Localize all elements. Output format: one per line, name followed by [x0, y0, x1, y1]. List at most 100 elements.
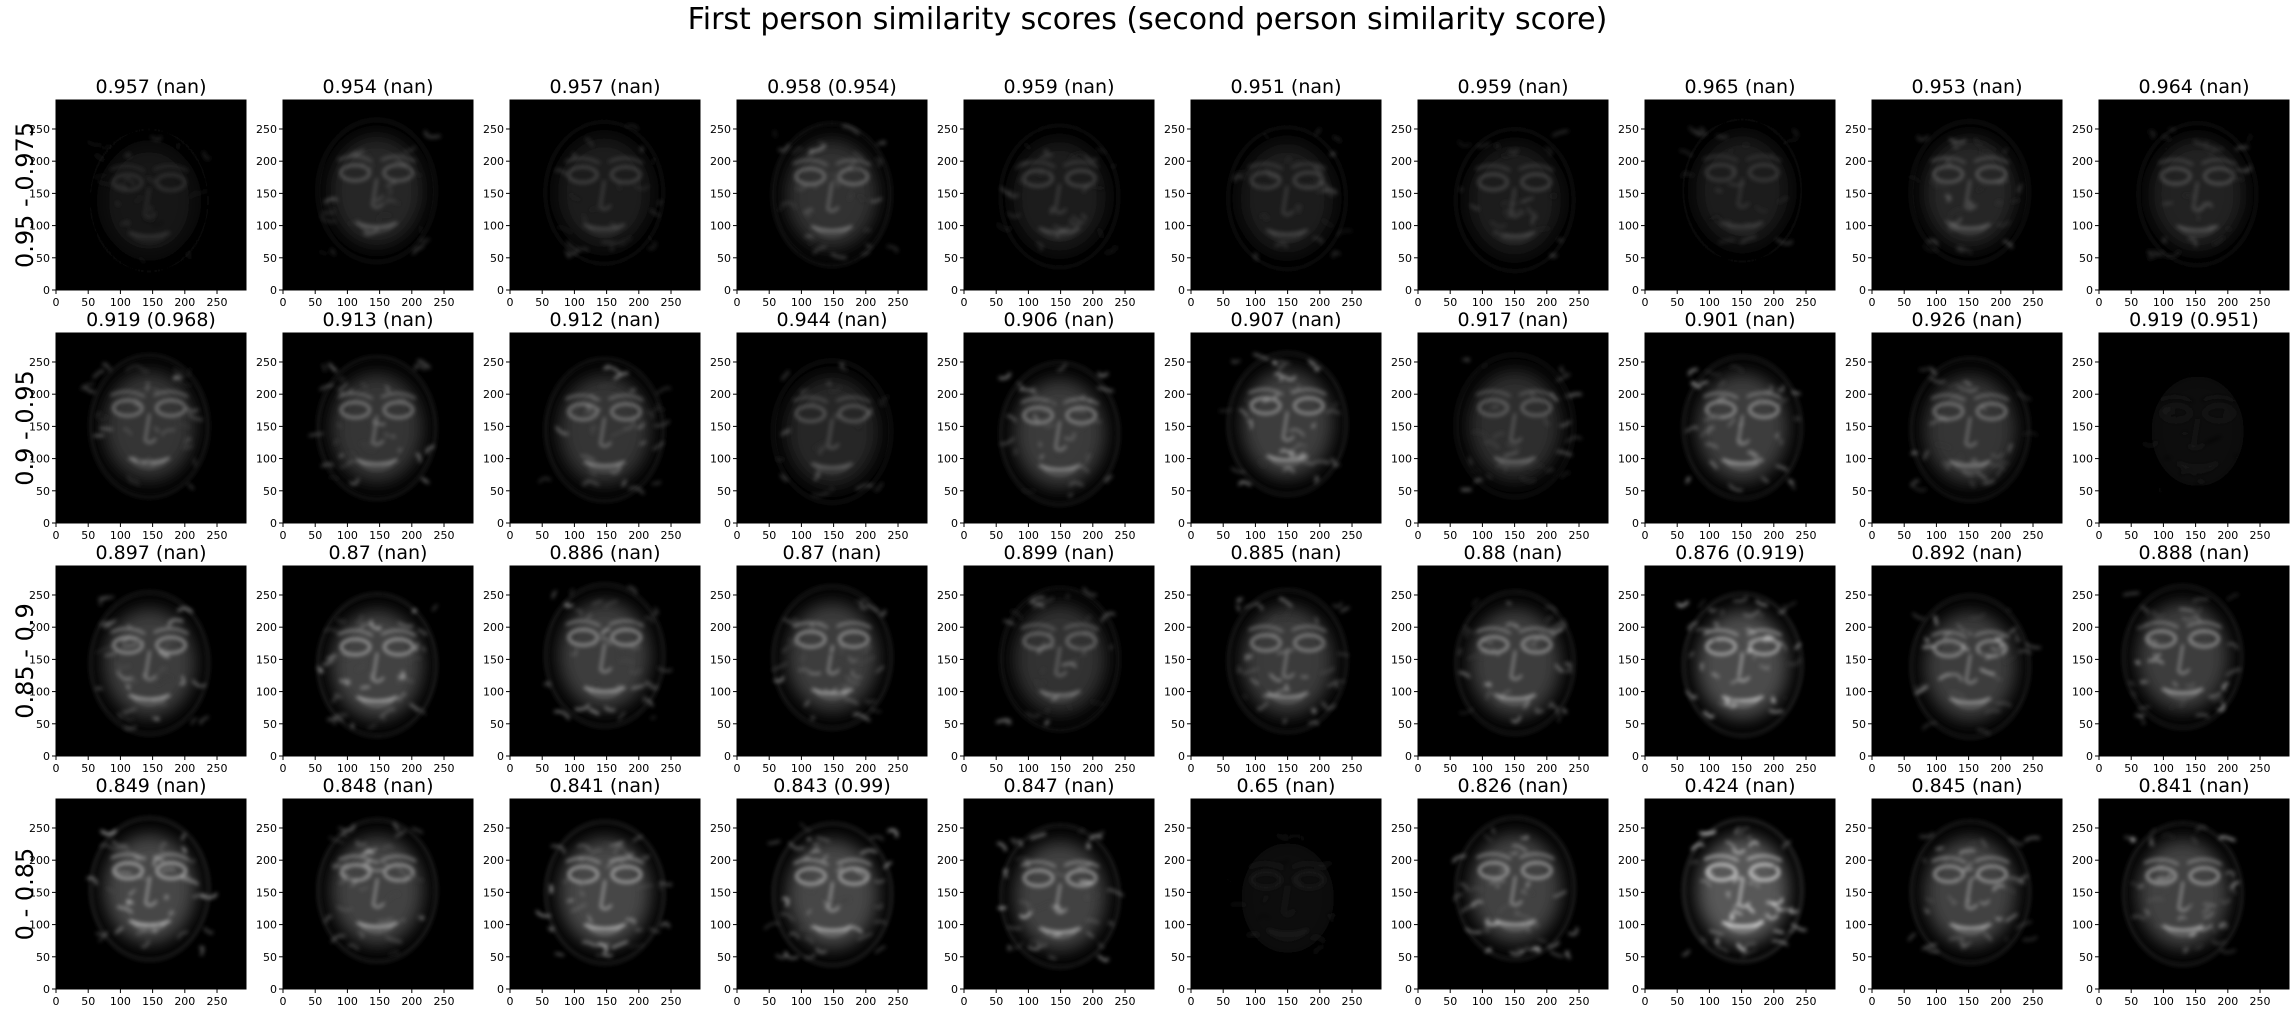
y-tick-label: 50	[490, 485, 504, 498]
x-tick-label: 150	[1277, 995, 1298, 1008]
x-tick-label: 250	[1342, 529, 1363, 542]
axes-frame	[55, 332, 247, 524]
heatmap-image	[56, 799, 246, 989]
x-tick-label: 50	[535, 296, 549, 309]
y-tick-label: 200	[937, 388, 958, 401]
x-tick-label: 200	[855, 529, 876, 542]
y-tick-label: 100	[937, 453, 958, 466]
x-tick-label: 250	[2023, 296, 2044, 309]
heatmap-image	[56, 100, 246, 290]
heatmap-image	[1418, 333, 1608, 523]
x-tick-label: 150	[596, 529, 617, 542]
y-tick-label: 200	[1618, 621, 1639, 634]
y-tick-label: 250	[1618, 589, 1639, 602]
x-tick-label: 100	[1245, 296, 1266, 309]
x-tick-label: 100	[337, 296, 358, 309]
axes-frame	[736, 798, 928, 990]
heatmap-image	[2099, 100, 2289, 290]
x-tick-label: 50	[762, 995, 776, 1008]
y-tick-label: 150	[1618, 187, 1639, 200]
y-tick-label: 50	[944, 485, 958, 498]
y-tick-label: 150	[29, 420, 50, 433]
y-tick-label: 0	[724, 983, 731, 996]
x-tick-label: 0	[734, 529, 741, 542]
y-tick-label: 50	[717, 252, 731, 265]
panel-r2-c7: 0.876 (0.919) 0 50 100 150 200 250 0 50 100 150 200…	[1618, 542, 1836, 775]
panel-r0-c1: 0.954 (nan) 0 50 100 150 200 250 0 50 100 150 200 25…	[256, 76, 474, 309]
y-tick-label: 50	[944, 951, 958, 964]
x-tick-label: 100	[1018, 995, 1039, 1008]
y-tick-label: 50	[36, 252, 50, 265]
x-tick-label: 250	[207, 762, 228, 775]
x-tick-label: 100	[564, 995, 585, 1008]
x-tick-label: 200	[1536, 529, 1557, 542]
x-tick-label: 100	[2153, 296, 2174, 309]
y-tick-label: 250	[2072, 589, 2093, 602]
x-tick-label: 250	[1115, 995, 1136, 1008]
x-tick-label: 0	[1869, 762, 1876, 775]
x-tick-label: 200	[1990, 762, 2011, 775]
axes-frame	[1871, 99, 2063, 291]
x-tick-label: 0	[1642, 995, 1649, 1008]
x-tick-label: 150	[1050, 762, 1071, 775]
panel-r2-c0: 0.897 (nan) 0 50 100 150 200 250 0 50 100 150 200 25…	[29, 542, 247, 775]
panel-title: 0.964 (nan)	[2139, 76, 2250, 98]
y-tick-label: 50	[490, 252, 504, 265]
panel-title: 0.959 (nan)	[1004, 76, 1115, 98]
y-tick-label: 50	[1625, 718, 1639, 731]
y-tick-label: 100	[256, 919, 277, 932]
y-tick-label: 200	[937, 155, 958, 168]
panel-r0-c5: 0.951 (nan) 0 50 100 150 200 250 0 50 100 150 200 25…	[1164, 76, 1382, 309]
x-tick-label: 250	[1796, 995, 1817, 1008]
x-tick-label: 100	[1699, 529, 1720, 542]
panel-title: 0.87 (nan)	[783, 542, 882, 564]
y-tick-label: 250	[1845, 822, 1866, 835]
x-tick-label: 200	[1309, 762, 1330, 775]
y-tick-label: 100	[483, 220, 504, 233]
y-tick-label: 0	[43, 517, 50, 530]
row-label-1: 0.9 - 0.95	[11, 370, 39, 486]
axes-frame	[736, 99, 928, 291]
panel-r3-c5: 0.65 (nan) 0 50 100 150 200 250 0 50 100 150 200 250	[1164, 775, 1382, 1008]
x-tick-label: 250	[888, 296, 909, 309]
y-tick-label: 0	[43, 750, 50, 763]
x-tick-label: 250	[888, 529, 909, 542]
panel-r3-c8: 0.845 (nan) 0 50 100 150 200 250 0 50 100 150 200 25…	[1845, 775, 2063, 1008]
y-tick-label: 250	[256, 822, 277, 835]
y-tick-label: 50	[717, 485, 731, 498]
panel-title: 0.848 (nan)	[323, 775, 434, 797]
y-tick-label: 0	[497, 983, 504, 996]
y-tick-label: 50	[263, 485, 277, 498]
x-tick-label: 0	[1188, 995, 1195, 1008]
x-tick-label: 100	[1699, 995, 1720, 1008]
x-tick-label: 100	[1245, 762, 1266, 775]
y-tick-label: 200	[937, 854, 958, 867]
x-tick-label: 50	[2124, 995, 2138, 1008]
x-tick-label: 100	[564, 762, 585, 775]
x-tick-label: 200	[1536, 995, 1557, 1008]
x-tick-label: 150	[142, 529, 163, 542]
y-tick-label: 200	[1845, 854, 1866, 867]
y-tick-label: 200	[1845, 155, 1866, 168]
x-tick-label: 150	[1504, 762, 1525, 775]
y-tick-label: 150	[937, 886, 958, 899]
y-tick-label: 200	[256, 155, 277, 168]
y-tick-label: 200	[1391, 621, 1412, 634]
x-tick-label: 200	[1990, 296, 2011, 309]
y-tick-label: 0	[1859, 284, 1866, 297]
panel-r1-c0: 0.919 (0.968) 0 50 100 150 200 250 0 50 100 150 200…	[29, 309, 247, 542]
x-tick-label: 100	[1699, 296, 1720, 309]
y-tick-label: 150	[1845, 886, 1866, 899]
x-tick-label: 200	[174, 529, 195, 542]
y-tick-label: 0	[724, 750, 731, 763]
y-tick-label: 200	[256, 854, 277, 867]
x-tick-label: 250	[888, 995, 909, 1008]
y-tick-label: 100	[483, 453, 504, 466]
x-tick-label: 200	[855, 296, 876, 309]
row-label-0: 0.95 - 0.975	[11, 122, 39, 268]
y-tick-label: 50	[944, 252, 958, 265]
x-tick-label: 150	[596, 995, 617, 1008]
x-tick-label: 50	[1216, 296, 1230, 309]
y-tick-label: 250	[1845, 356, 1866, 369]
